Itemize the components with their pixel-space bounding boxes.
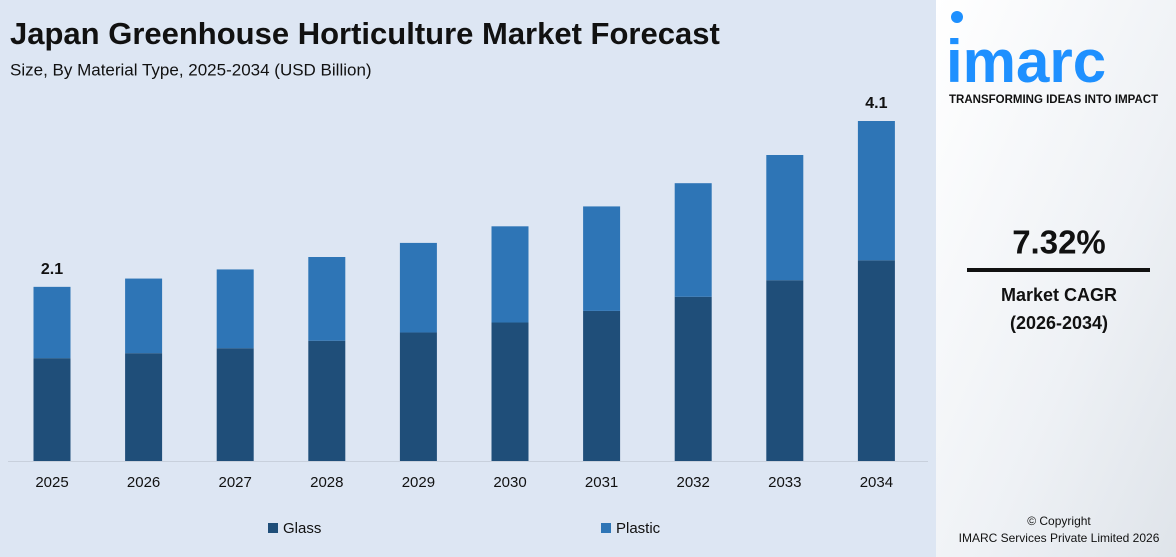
total-label: 4.1: [865, 95, 887, 112]
sidebar-background: [936, 0, 1176, 557]
x-tick-label: 2025: [35, 474, 68, 491]
bar-segment: [33, 358, 71, 461]
bar-segment: [33, 286, 71, 359]
x-tick-label: 2029: [402, 474, 435, 491]
bar-segment: [766, 280, 804, 461]
bar-segment: [674, 183, 712, 297]
total-label: 2.1: [41, 261, 63, 278]
bar-segment: [857, 260, 895, 461]
cagr-label: Market CAGR: [1001, 285, 1117, 305]
chart-title: Japan Greenhouse Horticulture Market For…: [10, 16, 720, 51]
tagline: TRANSFORMING IDEAS INTO IMPACT: [949, 94, 1158, 106]
bar-segment: [583, 310, 621, 461]
copyright: © Copyright: [1027, 514, 1091, 528]
bar-segment: [399, 242, 437, 333]
company: IMARC Services Private Limited 2026: [959, 531, 1160, 545]
bar-segment: [125, 278, 163, 354]
x-tick-label: 2026: [127, 474, 160, 491]
bar-segment: [216, 348, 254, 461]
logo-dot: [951, 11, 963, 23]
bar-segment: [308, 257, 346, 341]
bar-segment: [491, 322, 529, 461]
bar-segment: [766, 155, 804, 281]
x-tick-label: 2034: [860, 474, 893, 491]
legend-label: Glass: [283, 520, 321, 537]
legend-label: Plastic: [616, 520, 661, 537]
legend-swatch: [268, 523, 278, 533]
x-tick-label: 2032: [677, 474, 710, 491]
bar-segment: [216, 269, 254, 349]
bar-segment: [674, 296, 712, 461]
bar-segment: [583, 206, 621, 311]
cagr-rule: [967, 268, 1150, 272]
legend-swatch: [601, 523, 611, 533]
chart-subtitle: Size, By Material Type, 2025-2034 (USD B…: [10, 60, 372, 79]
bar-segment: [857, 121, 895, 261]
cagr-value: 7.32%: [1012, 224, 1106, 261]
x-tick-label: 2028: [310, 474, 343, 491]
x-tick-label: 2033: [768, 474, 801, 491]
bar-segment: [399, 332, 437, 461]
logo: imarc: [946, 28, 1106, 95]
x-tick-label: 2031: [585, 474, 618, 491]
plot: 2.1 2025 2026 2027 2028 2029 2030 2031 2032 2033 4…: [33, 95, 895, 537]
x-tick-label: 2030: [493, 474, 526, 491]
cagr-period: (2026-2034): [1010, 313, 1108, 333]
bar-segment: [308, 340, 346, 461]
bar-segment: [125, 353, 163, 461]
x-tick-label: 2027: [219, 474, 252, 491]
bar-segment: [491, 226, 529, 323]
